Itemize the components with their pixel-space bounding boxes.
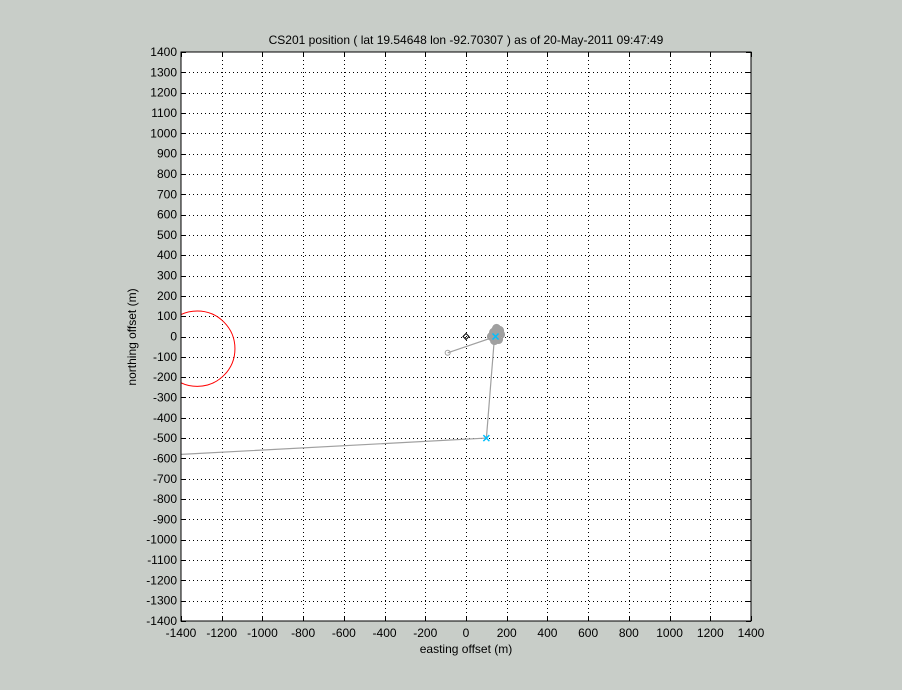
y-tick-label: -1300 [146,594,177,608]
x-tick-label: 0 [463,626,470,640]
y-tick-label: -900 [153,512,177,526]
chart-title: CS201 position ( lat 19.54648 lon -92.70… [269,33,664,47]
y-tick-label: 1200 [150,86,177,100]
x-tick-label: -400 [373,626,397,640]
y-tick-label: -300 [153,390,177,404]
y-tick-label: 600 [157,208,177,222]
y-tick-label: -100 [153,350,177,364]
x-tick-label: -600 [332,626,356,640]
y-tick-label: -1000 [146,533,177,547]
y-tick-label: -200 [153,370,177,384]
x-tick-label: -200 [413,626,437,640]
y-tick-label: 300 [157,269,177,283]
y-tick-label: 200 [157,289,177,303]
x-tick-label: -1400 [166,626,197,640]
x-tick-label: -1200 [206,626,237,640]
x-tick-label: -1000 [247,626,278,640]
y-tick-label: 400 [157,248,177,262]
cluster-point [491,325,501,335]
y-tick-label: -500 [153,431,177,445]
y-tick-label: -1200 [146,573,177,587]
x-tick-label: 600 [578,626,598,640]
y-tick-label: 1000 [150,126,177,140]
track-line [181,336,496,455]
y-tick-label: -600 [153,451,177,465]
y-axis-label: northing offset (m) [125,288,139,385]
waypoint-marker [482,434,490,442]
series-group [181,310,506,455]
track-end-point [444,349,451,356]
x-tick-label: 400 [537,626,557,640]
x-tick-labels: -1400 -1200 -1000 -800 -600 -400 -200 0 200 400 60… [166,626,765,640]
x-tick-label: 800 [619,626,639,640]
y-tick-label: -400 [153,411,177,425]
y-tick-label: 1400 [150,45,177,59]
y-tick-label: 0 [170,330,177,344]
y-tick-label: 1100 [151,106,177,120]
x-axis-label: easting offset (m) [420,642,512,656]
y-tick-label: 700 [157,187,177,201]
current-position-marker [491,332,500,341]
x-tick-label: 1000 [656,626,683,640]
x-tick-label: 200 [497,626,517,640]
y-tick-label: -800 [153,492,177,506]
data-layer [181,310,506,455]
range-circle [181,310,236,387]
y-tick-label: 500 [157,228,177,242]
x-tick-label: 1400 [738,626,765,640]
y-tick-labels: 1400130012001100100090080070060050040030… [146,45,177,628]
tick-marks [181,52,752,622]
y-tick-label: 800 [157,167,177,181]
y-tick-label: -700 [153,472,177,486]
y-tick-label: -1400 [146,614,177,628]
grid-lines [181,52,751,621]
y-tick-label: 900 [157,147,177,161]
origin-marker [462,332,470,341]
y-tick-label: 100 [157,309,177,323]
y-tick-label: 1300 [150,65,177,79]
y-tick-label: -1100 [147,553,177,567]
x-tick-label: -800 [291,626,315,640]
x-tick-label: 1200 [697,626,724,640]
